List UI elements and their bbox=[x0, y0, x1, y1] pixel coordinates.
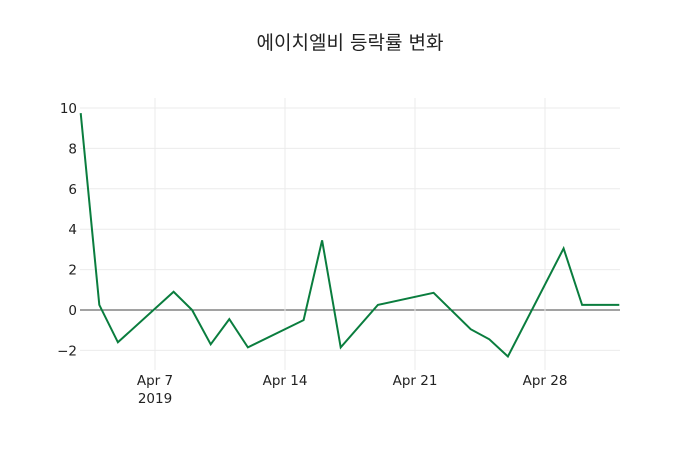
chart-title: 에이치엘비 등락률 변화 bbox=[256, 32, 444, 54]
x-tick-label: Apr 28 bbox=[523, 373, 568, 389]
y-tick-label: −2 bbox=[57, 343, 77, 359]
y-tick-label: 6 bbox=[68, 182, 77, 198]
y-tick-label: 8 bbox=[68, 141, 77, 157]
y-tick-label: 4 bbox=[68, 222, 77, 238]
x-tick-label: Apr 21 bbox=[393, 373, 438, 389]
y-tick-label: 10 bbox=[60, 101, 77, 117]
y-tick-label: 0 bbox=[68, 303, 77, 319]
x-axis: Apr 7 2019 Apr 14 Apr 21 Apr 28 bbox=[137, 373, 568, 407]
y-axis: −2 0 2 4 6 8 10 bbox=[57, 101, 77, 359]
gridlines bbox=[80, 98, 620, 370]
series-line bbox=[79, 113, 620, 359]
x-tick-year: 2019 bbox=[138, 391, 172, 407]
x-tick-label: Apr 7 bbox=[137, 373, 173, 389]
y-tick-label: 2 bbox=[68, 263, 77, 279]
x-tick-label: Apr 14 bbox=[263, 373, 308, 389]
